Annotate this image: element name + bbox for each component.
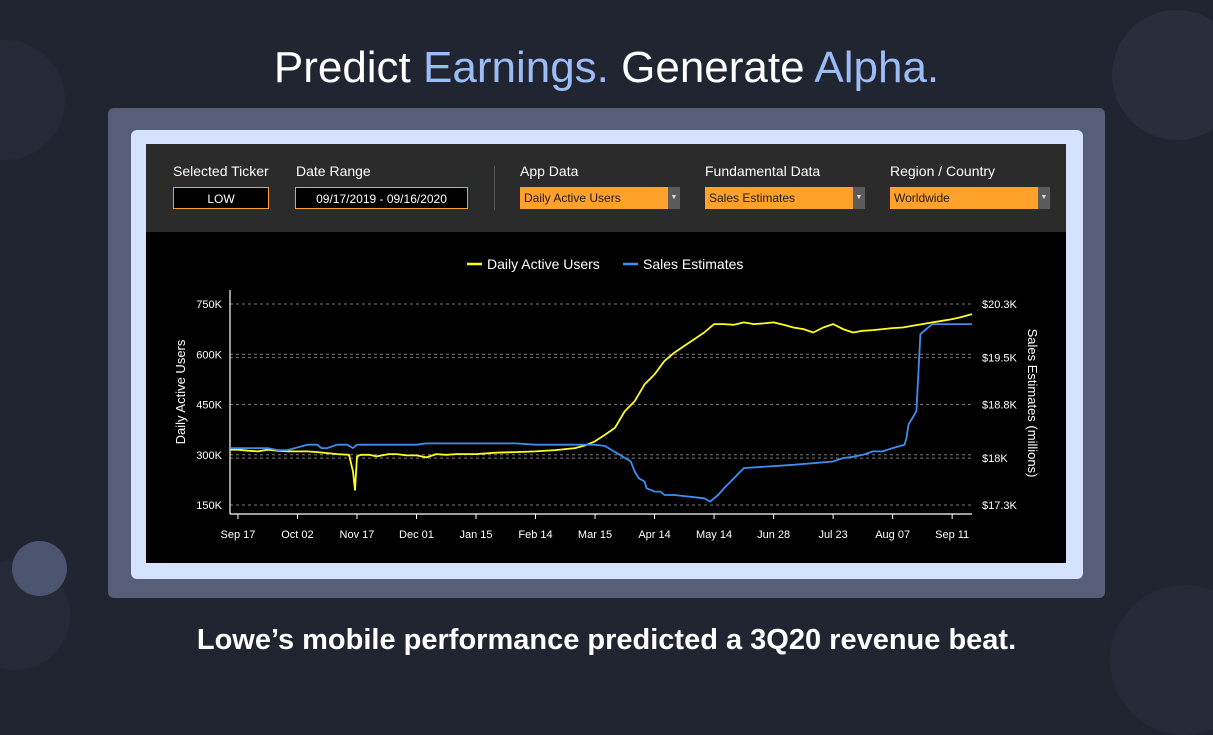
app-data-select[interactable]: Daily Active Users ▼ — [520, 187, 680, 209]
headline-part: Predict — [273, 43, 424, 92]
y-left-tick-label: 150K — [196, 500, 222, 512]
decorative-circle — [1112, 10, 1213, 140]
region-value: Worldwide — [894, 191, 950, 205]
line-chart: 150K 300K 450K 600K 750K $17.3K $18K $18.8K $19.… — [173, 256, 1040, 541]
x-tick-label: Jan 15 — [459, 529, 492, 541]
chevron-down-icon: ▼ — [1038, 187, 1050, 209]
fundamental-data-value: Sales Estimates — [709, 191, 796, 205]
x-tick-label: Jun 28 — [757, 529, 790, 541]
x-tick-label: Aug 07 — [875, 529, 910, 541]
fundamental-data-label: Fundamental Data — [705, 163, 821, 179]
x-tick-label: Apr 14 — [638, 529, 670, 541]
y-left-tick-label: 750K — [196, 299, 222, 311]
headline-accent: Earnings. — [423, 43, 609, 92]
y-right-tick-label: $17.3K — [982, 500, 1018, 512]
fundamental-data-select[interactable]: Sales Estimates ▼ — [705, 187, 865, 209]
headline-part: Generate — [608, 43, 815, 92]
x-tick-label: May 14 — [696, 529, 732, 541]
headline: Predict Earnings. Generate Alpha. — [0, 42, 1213, 94]
y-right-tick-label: $18.8K — [982, 400, 1018, 412]
y-left-tick-label: 600K — [196, 349, 222, 361]
y-left-tick-label: 300K — [196, 450, 222, 462]
y-left-tick-label: 450K — [196, 400, 222, 412]
legend-label: Daily Active Users — [487, 256, 600, 272]
x-tick-label: Feb 14 — [518, 529, 552, 541]
decorative-circle — [1110, 585, 1213, 735]
x-tick-label: Sep 11 — [935, 529, 969, 541]
chevron-down-icon: ▼ — [668, 187, 680, 209]
x-tick-label: Oct 02 — [281, 529, 313, 541]
date-range-input[interactable]: 09/17/2019 - 09/16/2020 — [295, 187, 468, 209]
series-line-sales-estimates — [230, 323, 972, 503]
app-data-value: Daily Active Users — [524, 191, 621, 205]
caption: Lowe’s mobile performance predicted a 3Q… — [196, 624, 1017, 656]
divider — [494, 166, 495, 210]
date-range-label: Date Range — [296, 163, 371, 179]
y-right-tick-label: $19.5K — [982, 353, 1018, 365]
decorative-circle — [12, 541, 67, 596]
headline-accent: Alpha. — [814, 43, 940, 92]
selected-ticker-label: Selected Ticker — [173, 163, 269, 179]
x-tick-label: Dec 01 — [399, 529, 434, 541]
chevron-down-icon: ▼ — [853, 187, 865, 209]
region-select[interactable]: Worldwide ▼ — [890, 187, 1050, 209]
x-tick-label: Nov 17 — [340, 529, 375, 541]
ticker-input[interactable]: LOW — [173, 187, 269, 209]
y-right-tick-label: $18K — [982, 453, 1008, 465]
y-left-axis-title: Daily Active Users — [173, 339, 188, 444]
x-tick-label: Mar 15 — [578, 529, 612, 541]
series-line-daily-active-users — [230, 313, 973, 491]
region-label: Region / Country — [890, 163, 996, 179]
app-data-label: App Data — [520, 163, 579, 179]
x-tick-label: Jul 23 — [818, 529, 847, 541]
y-right-tick-label: $20.3K — [982, 299, 1018, 311]
legend-label: Sales Estimates — [643, 256, 743, 272]
x-tick-label: Sep 17 — [220, 529, 255, 541]
y-right-axis-title: Sales Estimates (millions) — [1025, 329, 1040, 478]
filter-bar: Selected Ticker LOW Date Range 09/17/201… — [146, 144, 1066, 232]
